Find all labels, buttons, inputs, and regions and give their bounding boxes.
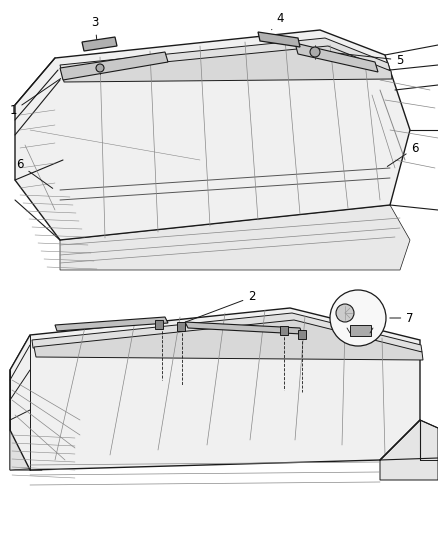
- Text: 7: 7: [390, 311, 414, 325]
- Text: 5: 5: [339, 53, 404, 67]
- FancyBboxPatch shape: [155, 320, 163, 329]
- Circle shape: [330, 290, 386, 346]
- Text: 1: 1: [9, 78, 61, 117]
- Polygon shape: [62, 46, 392, 82]
- Polygon shape: [55, 317, 168, 331]
- FancyBboxPatch shape: [350, 325, 371, 335]
- Text: 6: 6: [387, 141, 419, 166]
- Polygon shape: [34, 320, 423, 360]
- FancyBboxPatch shape: [280, 326, 288, 335]
- FancyBboxPatch shape: [298, 330, 306, 340]
- Text: 2: 2: [186, 290, 256, 322]
- Circle shape: [336, 304, 354, 322]
- Polygon shape: [185, 322, 302, 334]
- Text: 3: 3: [91, 17, 99, 39]
- Polygon shape: [15, 58, 70, 118]
- FancyBboxPatch shape: [177, 322, 185, 332]
- Polygon shape: [60, 52, 168, 80]
- Circle shape: [310, 47, 320, 57]
- Text: 4: 4: [272, 12, 284, 30]
- Circle shape: [96, 64, 104, 72]
- Polygon shape: [32, 313, 422, 352]
- Polygon shape: [10, 335, 42, 470]
- Polygon shape: [10, 420, 85, 470]
- Polygon shape: [295, 43, 378, 72]
- Polygon shape: [82, 37, 117, 51]
- Text: 6: 6: [16, 158, 53, 188]
- Polygon shape: [60, 205, 410, 270]
- Polygon shape: [258, 32, 300, 47]
- Polygon shape: [60, 38, 390, 73]
- Polygon shape: [380, 420, 438, 480]
- Polygon shape: [10, 308, 420, 470]
- Polygon shape: [15, 30, 410, 240]
